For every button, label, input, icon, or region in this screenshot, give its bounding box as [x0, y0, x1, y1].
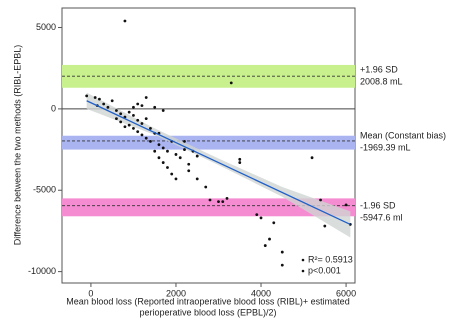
point [195, 154, 199, 158]
point [268, 237, 271, 241]
point [93, 96, 97, 99]
point [98, 97, 101, 101]
point [140, 122, 144, 125]
point [259, 216, 263, 220]
point [123, 19, 127, 23]
point [149, 140, 152, 143]
band-label: 2008.8 mL [360, 76, 403, 86]
point [136, 102, 140, 106]
point [140, 133, 144, 137]
confidence-band [86, 92, 351, 238]
point [183, 148, 186, 151]
y-tick-label: -10000 [28, 266, 56, 276]
point [161, 146, 165, 150]
y-tick-label: 0 [51, 103, 56, 113]
band-label: -1969.39 mL [360, 142, 411, 152]
x-tick-label: 4000 [251, 288, 271, 298]
point [178, 156, 182, 160]
y-tick-label: 5000 [36, 22, 56, 32]
point [204, 185, 208, 189]
point [166, 166, 169, 169]
point [344, 203, 348, 207]
point [166, 149, 169, 153]
stats-text: R²= 0.5913 [308, 254, 353, 264]
point [238, 161, 242, 164]
y-axis-label: Difference between the two methods (RIBL… [12, 45, 22, 245]
point [144, 117, 148, 121]
point [115, 117, 118, 121]
point [123, 125, 127, 129]
band-label: -1.96 SD [360, 200, 396, 210]
point [119, 120, 123, 124]
point [255, 213, 259, 217]
x-axis-label: perioperative blood loss (EPBL)/2) [139, 307, 276, 317]
point [187, 162, 191, 166]
point [106, 105, 110, 109]
point [187, 169, 191, 173]
point [157, 143, 161, 147]
point [144, 136, 148, 140]
point [225, 196, 229, 200]
point [229, 81, 233, 85]
x-tick-label: 0 [88, 288, 93, 298]
point [127, 123, 131, 127]
point [127, 110, 131, 114]
fit-line [86, 100, 351, 226]
stats-bullet [301, 269, 305, 273]
point [153, 149, 157, 153]
point [280, 263, 284, 267]
point [85, 94, 89, 98]
point [140, 104, 144, 108]
x-axis-label: Mean blood loss (Reported intraoperative… [66, 296, 349, 306]
stats-bullet [301, 258, 305, 262]
point [183, 140, 186, 143]
x-tick-label: 2000 [166, 288, 186, 298]
sd-band [62, 135, 355, 150]
point [221, 200, 225, 204]
point [102, 102, 106, 106]
point [174, 177, 178, 181]
point [136, 118, 140, 122]
point [170, 172, 174, 176]
point [208, 198, 212, 202]
point [132, 105, 135, 109]
point [144, 96, 148, 99]
point [280, 250, 284, 254]
point [161, 161, 165, 164]
band-label: Mean (Constant bias) [360, 130, 446, 140]
stats-text: p<0.001 [308, 265, 341, 275]
point [132, 113, 135, 117]
point [119, 112, 123, 116]
y-tick-label: -5000 [33, 185, 56, 195]
point [161, 109, 165, 112]
point [319, 198, 322, 202]
point [272, 221, 276, 225]
point [153, 105, 157, 109]
point [149, 127, 152, 130]
sd-band [62, 198, 355, 217]
point [110, 99, 114, 103]
point [310, 156, 314, 160]
point [217, 200, 220, 204]
point [263, 244, 267, 247]
point [195, 177, 199, 181]
band-label: +1.96 SD [360, 64, 398, 74]
point [174, 153, 178, 156]
point [115, 109, 118, 112]
point [136, 130, 140, 134]
point [323, 224, 327, 228]
point [157, 156, 161, 160]
point [238, 157, 242, 161]
x-tick-label: 6000 [336, 288, 356, 298]
point [132, 127, 135, 130]
band-label: -5947.6 ml [360, 212, 403, 222]
